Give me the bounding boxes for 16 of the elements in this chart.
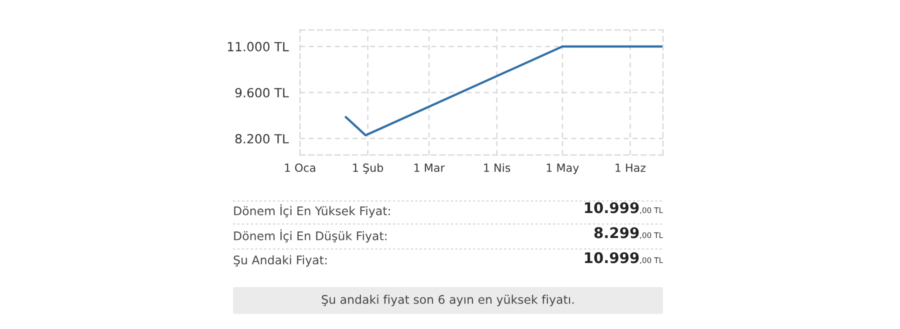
x-tick-label: 1 Haz bbox=[616, 164, 646, 172]
text: Şu Andaki Fiyat: bbox=[234, 255, 327, 267]
text: 10.999 bbox=[584, 252, 639, 264]
text: 10.999 bbox=[584, 202, 639, 214]
x-tick-label: 1 Mar bbox=[414, 164, 445, 172]
x-tick-label: 1 Nis bbox=[484, 163, 510, 172]
text: Dönem İçi En Yüksek Fiyat: bbox=[234, 204, 390, 218]
text: Dönem İçi En Düşük Fiyat: bbox=[234, 229, 386, 243]
text: Şu andaki fiyat son 6 ayın en yüksek fiyatı. bbox=[322, 294, 574, 306]
y-tick-label: 11.000 TL bbox=[228, 42, 289, 52]
text: 8.299 bbox=[594, 227, 639, 238]
y-tick-label: 9.600 TL bbox=[235, 88, 289, 98]
x-tick-label: 1 May bbox=[546, 164, 579, 174]
x-tick-label: 1 Oca bbox=[285, 164, 316, 172]
x-tick-label: 1 Şub bbox=[353, 163, 384, 174]
y-tick-label: 8.200 TL bbox=[235, 134, 289, 144]
